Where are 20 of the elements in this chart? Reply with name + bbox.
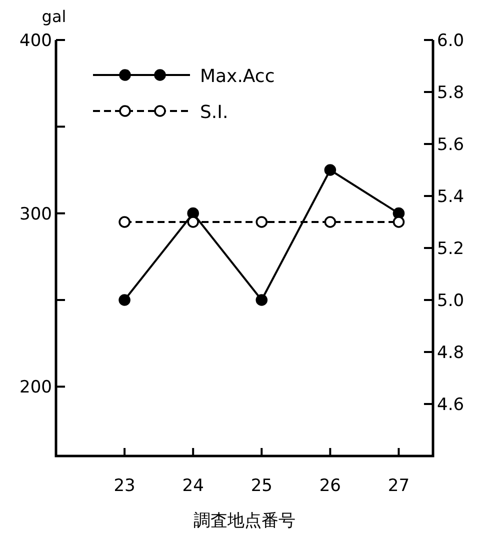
- x-tick-label: 23: [114, 476, 136, 496]
- y2-tick-label: 5.6: [437, 135, 464, 155]
- y2-tick-label: 5.4: [437, 187, 464, 207]
- y2-tick-label: 4.8: [437, 343, 464, 363]
- y2-tick-label: 4.6: [437, 395, 464, 415]
- x-tick-label: 26: [319, 476, 341, 496]
- y-label: gal: [42, 7, 66, 26]
- y2-tick-label: 5.2: [437, 239, 464, 259]
- y-tick-label: 400: [20, 31, 52, 51]
- x-tick-label: 27: [388, 476, 410, 496]
- x-tick-label: 25: [250, 476, 272, 496]
- legend-label: Max.Acc: [200, 66, 275, 87]
- legend-label: S.I.: [200, 102, 228, 123]
- y2-tick-label: 5.0: [437, 291, 464, 311]
- y2-tick-label: 6.0: [437, 31, 464, 51]
- x-tick-label: 24: [182, 476, 204, 496]
- x-label: 調査地点番号: [194, 511, 296, 531]
- y2-tick-label: 5.8: [437, 83, 464, 103]
- y-tick-label: 300: [20, 204, 52, 224]
- y-tick-label: 200: [20, 378, 52, 398]
